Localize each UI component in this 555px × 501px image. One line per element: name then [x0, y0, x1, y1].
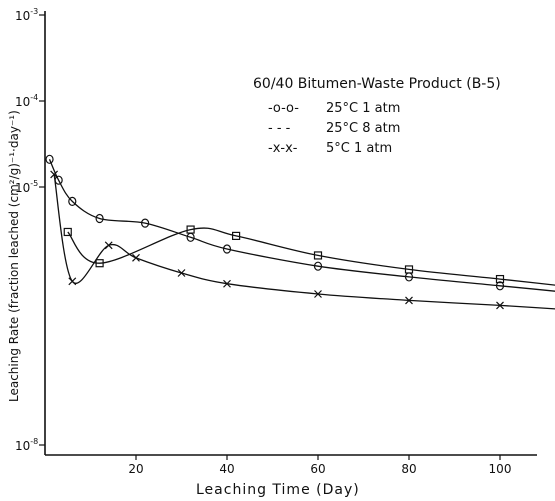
data-point-x [177, 269, 186, 277]
data-point-square [95, 259, 104, 268]
legend-label: 25°C 1 atm [326, 101, 400, 116]
data-point-square [495, 274, 505, 284]
data-point-square [186, 225, 195, 234]
x-tick-label: 40 [219, 462, 234, 476]
x-tick-label: 100 [489, 462, 512, 476]
axes: 2040608010012014010-810-510-410-3 [15, 7, 537, 476]
data-point-square [404, 265, 414, 274]
series-line [53, 174, 555, 310]
data-point-x [132, 253, 140, 262]
legend-symbol: -o-o- [268, 101, 299, 116]
data-point-x [104, 241, 113, 250]
x-axis-label: Leaching Time (Day) [196, 482, 360, 498]
legend-symbol: - - - [268, 121, 291, 136]
data-point-circle [95, 213, 104, 224]
y-tick-label: 10-5 [15, 179, 38, 195]
legend-label: 5°C 1 atm [326, 141, 392, 156]
data-point-x [496, 301, 504, 310]
series-markers [45, 154, 505, 310]
data-point-x [223, 279, 231, 288]
series-curves [48, 159, 555, 310]
legend: -o-o- 25°C 1 atm - - - 25°C 8 atm -x-x- 5°C 1… [268, 101, 400, 156]
chart-labels: 60/40 Bitumen-Waste Product (B-5) Leachi… [7, 76, 501, 498]
data-point-circle [54, 175, 63, 185]
data-point-circle [495, 281, 505, 291]
chart-title: 60/40 Bitumen-Waste Product (B-5) [253, 76, 501, 92]
legend-label: 25°C 8 atm [326, 121, 400, 136]
data-point-circle [45, 154, 54, 164]
data-point-square [63, 227, 72, 237]
x-tick-label: 80 [401, 462, 416, 476]
y-tick-label: 10-4 [15, 93, 38, 109]
data-point-circle [141, 218, 150, 228]
y-tick-label: 10-3 [15, 7, 38, 23]
data-point-x [50, 170, 59, 179]
data-point-circle [222, 244, 232, 254]
data-point-square [313, 251, 323, 260]
data-point-x [405, 296, 413, 305]
data-point-circle [68, 196, 77, 207]
series-line [67, 227, 555, 286]
y-axis-label: Leaching Rate (fraction leached (cm²/g)⁻… [7, 110, 21, 402]
series-line [48, 159, 555, 292]
data-point-x [68, 277, 77, 286]
y-tick-label: 10-8 [15, 437, 38, 453]
data-point-square [232, 231, 241, 241]
x-tick-label: 20 [128, 462, 143, 476]
data-point-circle [313, 261, 323, 271]
x-tick-label: 60 [310, 462, 325, 476]
legend-symbol: -x-x- [268, 141, 298, 156]
data-point-x [314, 290, 322, 298]
